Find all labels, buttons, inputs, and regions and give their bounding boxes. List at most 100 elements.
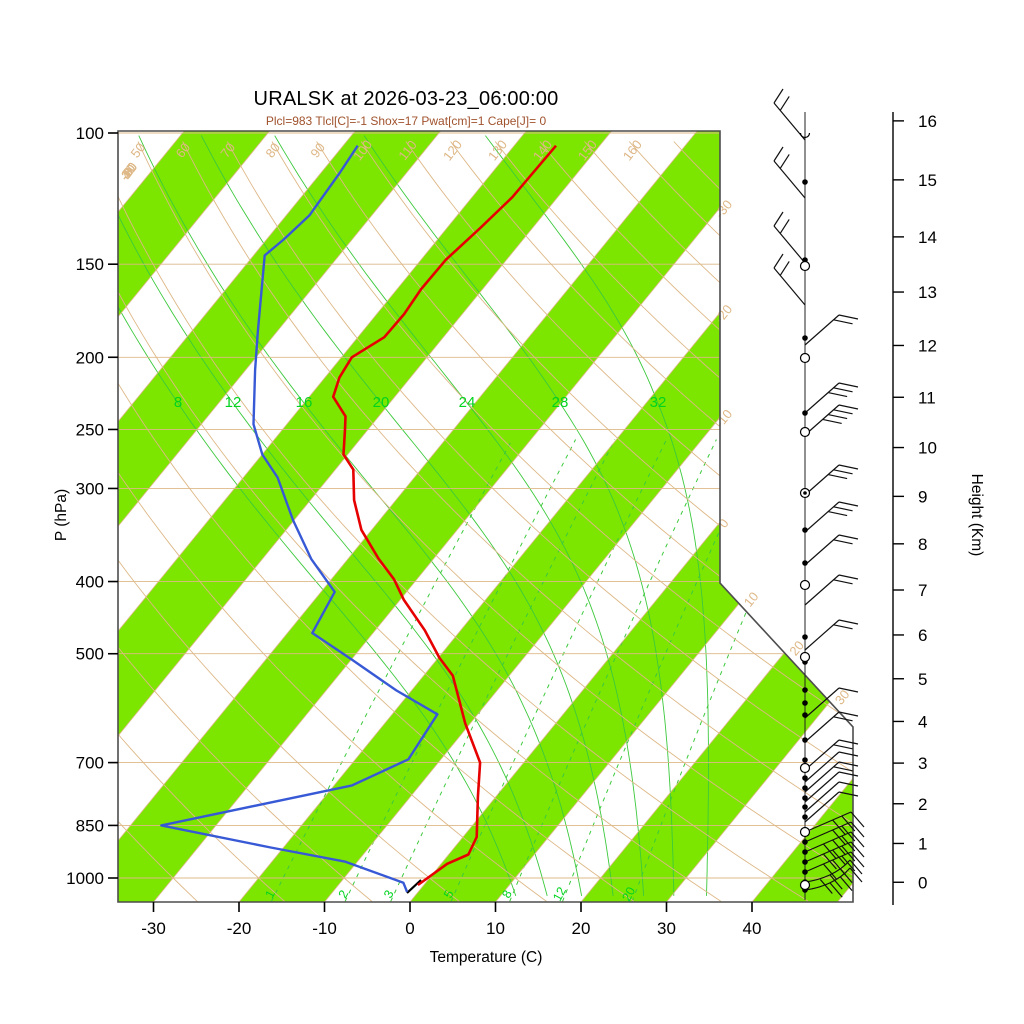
wind-barb-stroke <box>773 88 784 104</box>
wind-barb <box>804 687 859 719</box>
wind-barb-stroke <box>850 811 865 828</box>
moist-adiabat-line <box>118 135 548 897</box>
wind-barb-stroke <box>827 511 848 517</box>
dry-adiabat-line <box>118 141 635 902</box>
temperature-curve <box>331 144 557 887</box>
wind-barb-stroke <box>804 761 840 793</box>
isotherm-line <box>0 131 99 902</box>
wind-barb-stroke <box>804 464 840 496</box>
height-axis-tick-label: 14 <box>918 228 937 247</box>
pressure-axis-title: P (hPa) <box>53 489 70 541</box>
wind-barb-stroke <box>773 225 806 264</box>
dry-adiabat-line <box>539 141 853 902</box>
green-stripe <box>118 131 441 902</box>
height-axis-tick-label: 11 <box>918 388 936 407</box>
mixing-ratio-label: 20 <box>619 885 638 904</box>
wind-barb-stroke <box>838 574 859 580</box>
dry-adiabat-label: 90 <box>307 140 328 161</box>
wind-barb-stroke <box>822 863 837 880</box>
wind-barb-stroke <box>804 867 851 891</box>
wind-barb <box>804 464 859 496</box>
wind-barb <box>804 831 865 860</box>
moist-adiabat-label: 12 <box>225 394 242 411</box>
wind-level-circle <box>799 651 811 663</box>
wind-level-circle <box>799 352 811 364</box>
wind-barb-stroke <box>833 506 853 512</box>
wind-barb-stroke <box>833 319 853 325</box>
mixing-ratio-line <box>562 439 762 902</box>
wind-barb-stroke <box>838 687 859 693</box>
wind-barb <box>773 211 806 264</box>
wind-level-circle <box>799 260 811 272</box>
height-axis-tick-label: 10 <box>918 439 937 458</box>
wind-barb-stroke <box>838 761 859 767</box>
wind-barb-stroke <box>773 146 784 162</box>
wind-barb <box>804 404 859 436</box>
mixing-ratio-line <box>270 439 513 902</box>
wind-level-dot <box>802 785 808 791</box>
wind-barb-stroke <box>838 314 859 320</box>
moist-adiabat-line <box>363 135 675 896</box>
dry-adiabat-line <box>118 141 547 902</box>
wind-barb-stroke <box>833 579 853 585</box>
pressure-axis-tick-label: 500 <box>76 645 104 664</box>
wind-barb-stroke <box>833 387 853 393</box>
isotherm-line <box>118 131 612 902</box>
wind-barb-stroke <box>838 534 859 540</box>
wind-barb-stroke <box>804 781 840 813</box>
pressure-axis-tick-label: 850 <box>76 816 104 835</box>
wind-level-dot <box>802 410 808 416</box>
moist-adiabats <box>118 135 709 897</box>
wind-level-dot <box>802 634 808 640</box>
isotherm-line <box>118 131 270 902</box>
chart-subtitle: Plcl=983 Tlcl[C]=-1 Shox=17 Pwat[cm]=1 C… <box>265 114 547 128</box>
plot-border <box>117 130 854 903</box>
temp-axis-tick-label: -30 <box>141 919 166 938</box>
dry-adiabat-line <box>118 141 285 902</box>
wind-level-dot <box>803 491 807 495</box>
height-axis-tick-label: 7 <box>918 581 927 600</box>
wind-barb-stroke <box>827 414 848 420</box>
surface-mark <box>406 879 422 894</box>
wind-barb-stroke <box>804 619 840 651</box>
wind-barb-stroke <box>833 624 853 630</box>
wind-level-dot <box>802 804 808 810</box>
wind-barb-stroke <box>773 267 806 306</box>
wind-barb-stroke <box>838 771 859 777</box>
height-axis-tick-label: 13 <box>918 283 937 302</box>
pressure-axis-tick-label: 1000 <box>66 869 104 888</box>
pressure-axis-tick-label: 200 <box>76 348 104 367</box>
wind-level-dot <box>802 775 808 781</box>
wind-barb-stroke <box>804 534 840 566</box>
wind-barb-stroke <box>833 744 853 750</box>
wind-barb-stroke <box>850 841 865 858</box>
wind-level-dot <box>802 737 808 743</box>
wind-barb-stroke <box>773 253 784 269</box>
wind-barb <box>804 851 865 880</box>
moist-adiabat-label: 24 <box>459 394 476 411</box>
wind-barb-stroke <box>804 851 852 873</box>
wind-barb-stroke <box>850 821 865 838</box>
wind-barb-stroke <box>833 409 853 415</box>
wind-barb-stroke <box>838 781 859 787</box>
wind-barb <box>773 88 806 141</box>
isotherm-stripes <box>118 131 853 902</box>
dry-adiabat-line <box>360 141 853 902</box>
wind-level-circle <box>799 579 811 591</box>
wind-barb <box>773 146 806 199</box>
wind-level-semicircle <box>799 132 811 139</box>
isotherm-line <box>118 131 356 902</box>
wind-barb-stroke <box>804 501 840 533</box>
moist-adiabat-label: 16 <box>296 394 313 411</box>
wind-barb <box>804 501 859 533</box>
temp-axis-tick-label: 10 <box>486 919 505 938</box>
wind-barb <box>773 253 806 306</box>
wind-barb-stroke <box>804 821 852 843</box>
height-axis-tick-label: 16 <box>918 112 937 131</box>
wind-barb <box>804 859 863 894</box>
temp-axis-tick-label: -20 <box>227 919 252 938</box>
wind-barb <box>804 314 859 346</box>
